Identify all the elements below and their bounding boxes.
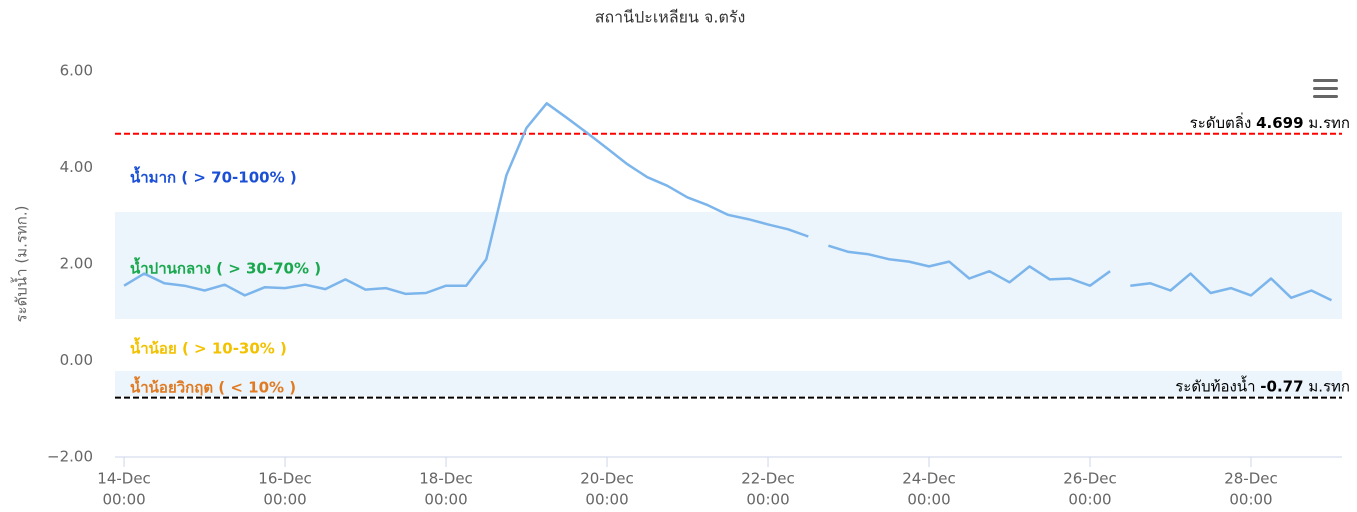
series-line xyxy=(123,102,1333,302)
x-tick-time: 00:00 xyxy=(1229,491,1272,509)
x-tick-time: 00:00 xyxy=(102,491,145,509)
plot-band xyxy=(115,371,1342,397)
x-tick-day: 18-Dec xyxy=(419,470,473,488)
plot-band xyxy=(115,211,1342,320)
y-tick-label: 2.00 xyxy=(60,255,93,273)
band-label: น้ำปานกลาง ( > 30-70% ) xyxy=(130,257,321,278)
x-tick-day: 26-Dec xyxy=(1063,470,1117,488)
menu-button[interactable] xyxy=(1313,79,1338,98)
plot-line-value: -0.77 xyxy=(1260,377,1303,395)
y-tick-label: −2.00 xyxy=(47,448,93,466)
plot-line-unit: ม.รทก xyxy=(1308,113,1350,131)
x-tick-time: 00:00 xyxy=(585,491,628,509)
x-tick-time: 00:00 xyxy=(907,491,950,509)
band-label: น้ำน้อยวิกฤต ( < 10% ) xyxy=(130,376,296,397)
menu-bar xyxy=(1313,87,1338,90)
x-tick-time: 00:00 xyxy=(1068,491,1111,509)
x-tick-day: 28-Dec xyxy=(1224,470,1278,488)
y-tick-label: 6.00 xyxy=(60,62,93,80)
menu-bar xyxy=(1313,79,1338,82)
x-tick-day: 16-Dec xyxy=(258,470,312,488)
band-label: น้ำน้อย ( > 10-30% ) xyxy=(130,337,287,358)
x-tick-time: 00:00 xyxy=(263,491,306,509)
plot-line-value: 4.699 xyxy=(1256,113,1303,131)
x-tick-day: 24-Dec xyxy=(902,470,956,488)
plot-line-label: ระดับท้องน้ำ -0.77 ม.รทก xyxy=(1175,375,1350,395)
y-tick-label: 0.00 xyxy=(60,351,93,369)
x-tick-day: 14-Dec xyxy=(97,470,151,488)
band-label: น้ำมาก ( > 70-100% ) xyxy=(130,166,297,187)
menu-bar xyxy=(1313,95,1338,98)
plot-line-unit: ม.รทก xyxy=(1308,377,1350,395)
x-tick-time: 00:00 xyxy=(424,491,467,509)
plot-line-prefix: ระดับตลิ่ง xyxy=(1190,111,1252,131)
plot-line-prefix: ระดับท้องน้ำ xyxy=(1175,375,1255,395)
plot-line-label: ระดับตลิ่ง 4.699 ม.รทก xyxy=(1190,111,1350,131)
x-tick-day: 22-Dec xyxy=(741,470,795,488)
y-tick-label: 4.00 xyxy=(60,158,93,176)
x-tick-time: 00:00 xyxy=(746,491,789,509)
chart-title: สถานีปะเหลียน จ.ตรัง xyxy=(595,8,746,27)
x-tick-day: 20-Dec xyxy=(580,470,634,488)
y-axis-title: ระดับน้ำ (ม.รทก.) xyxy=(11,206,31,323)
